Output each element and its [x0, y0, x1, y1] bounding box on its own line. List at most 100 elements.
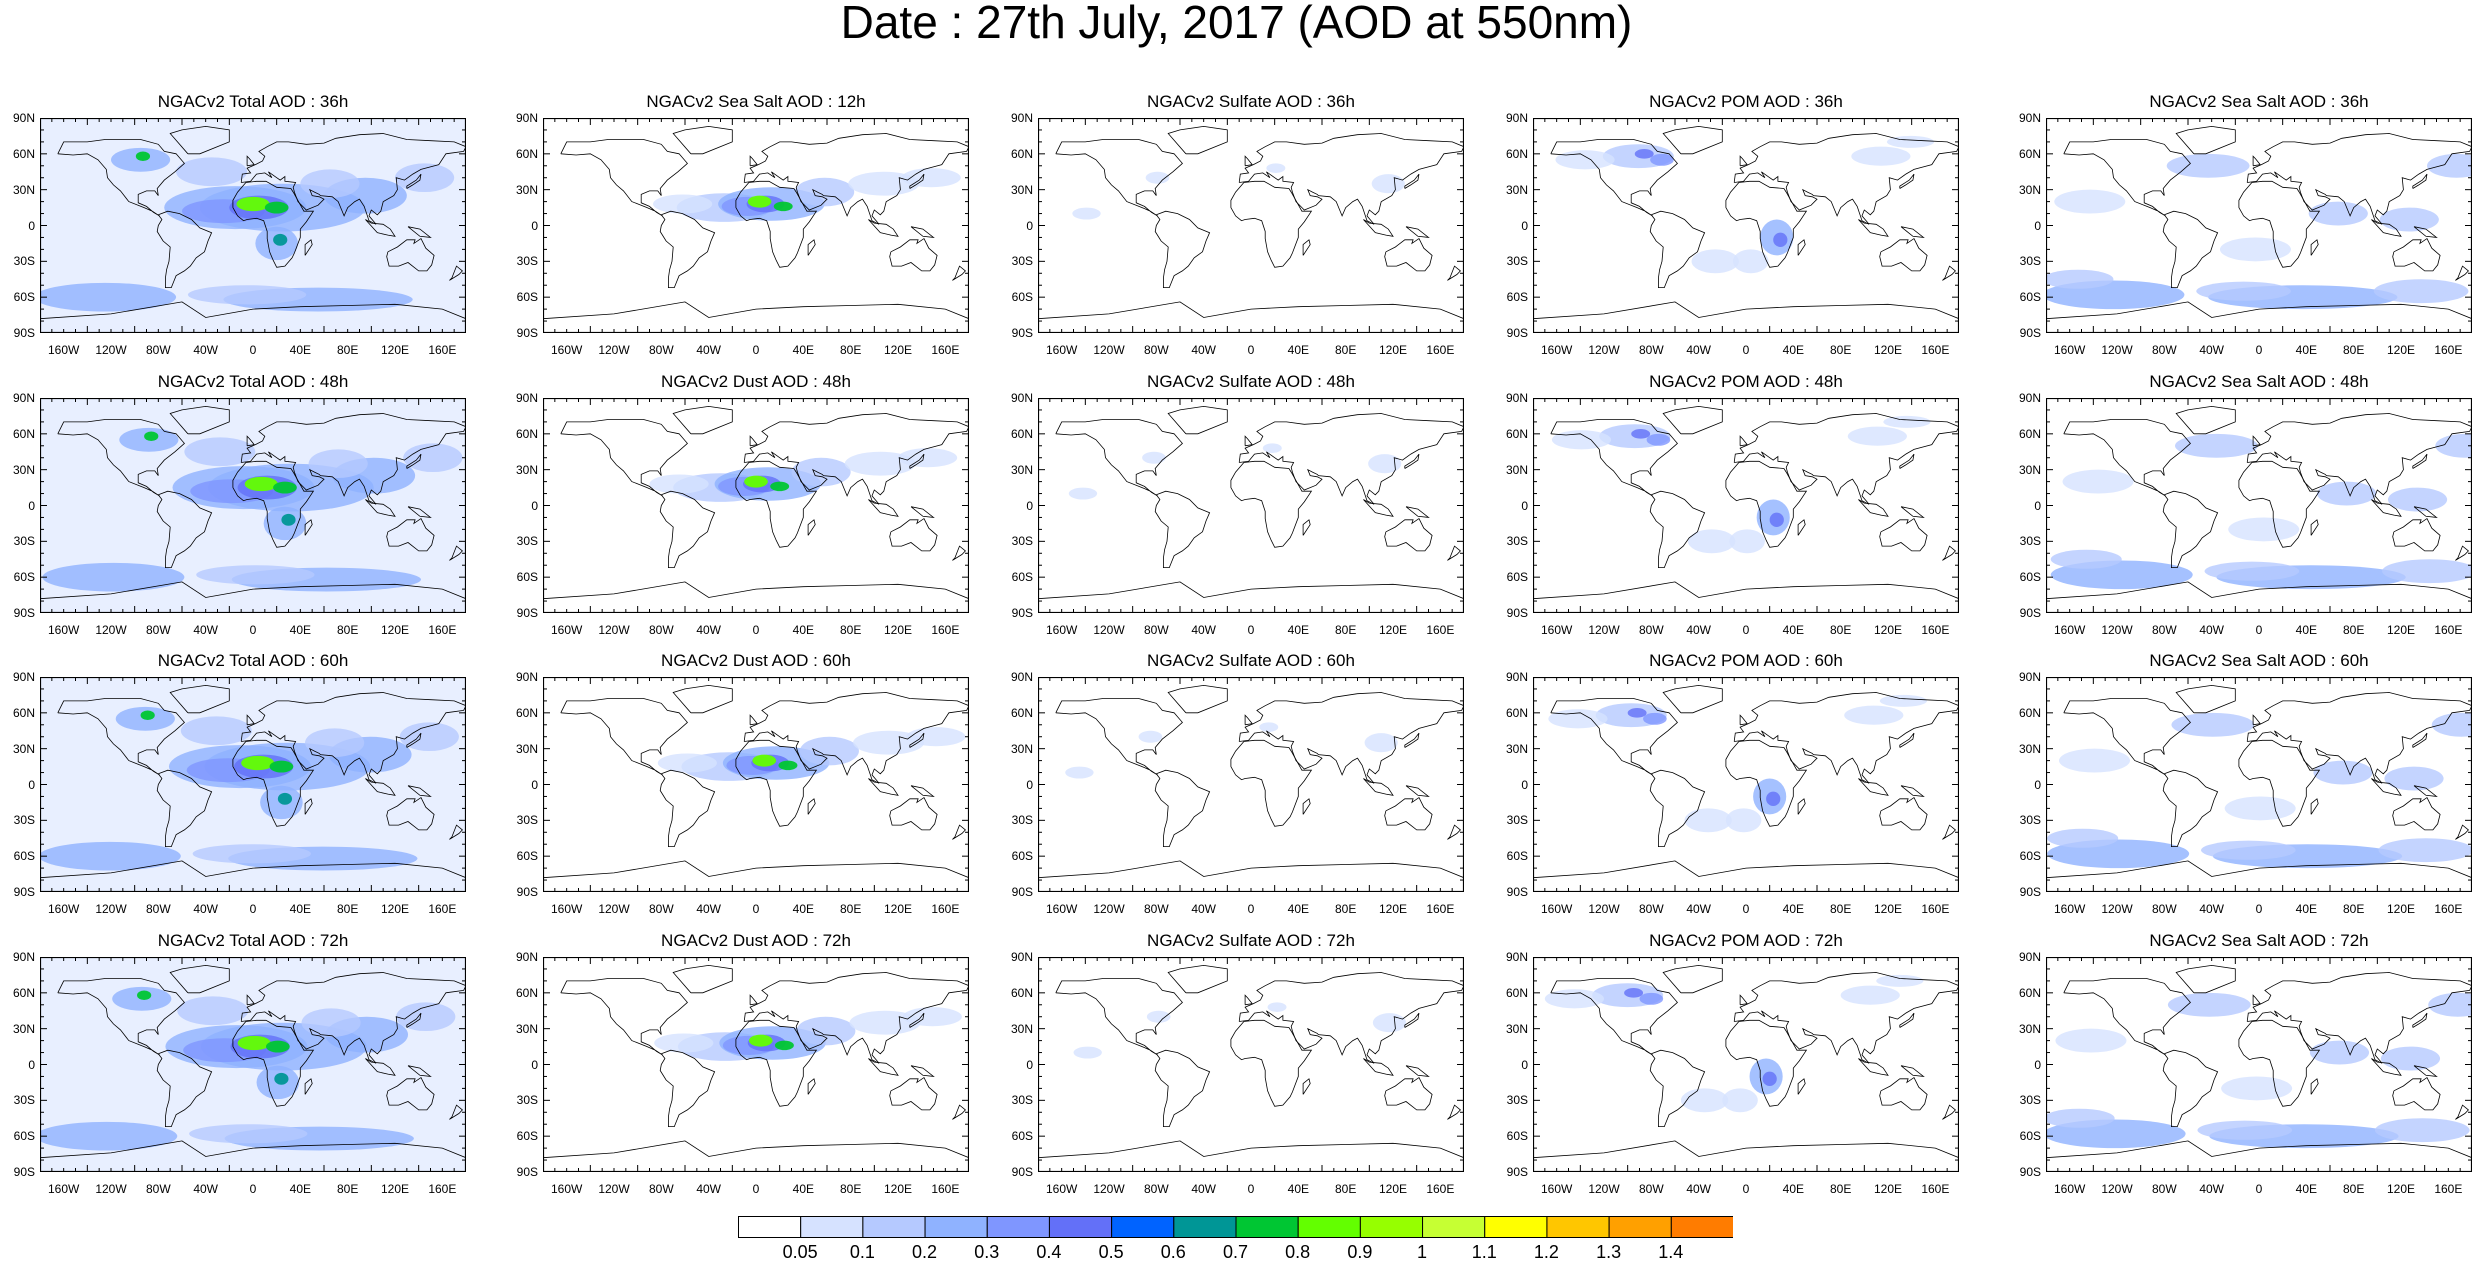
coastlines	[1038, 405, 1464, 600]
aod-blob	[2373, 279, 2469, 304]
lat-tick-label: 90N	[2018, 950, 2041, 964]
aod-blob	[2050, 549, 2122, 569]
lon-tick-label: 80W	[1638, 343, 1664, 357]
lon-tick-label: 120W	[2101, 623, 2133, 637]
lat-tick-label: 60S	[1011, 570, 1033, 585]
aod-blob	[2174, 433, 2258, 458]
lat-tick-label: 90N	[1505, 111, 1528, 125]
aod-blob	[653, 194, 713, 214]
lat-tick-label: 90S	[2019, 885, 2041, 899]
lat-tick-label: 90S	[2019, 1165, 2041, 1179]
aod-blob	[273, 481, 297, 494]
lat-tick-label: 30N	[515, 741, 538, 756]
lon-tick-label: 80W	[2151, 623, 2177, 637]
lon-tick-label: 160E	[428, 1182, 457, 1196]
coastlines	[2046, 964, 2472, 1159]
aod-blob	[1634, 149, 1654, 159]
coastlines	[1038, 964, 1464, 1159]
aod-blob	[2313, 760, 2373, 785]
aod-map	[40, 957, 466, 1172]
coastlines	[40, 684, 466, 879]
map-panel-dust: NGACv2 Dust AOD : 72h 90N 60N 30N 0 30S 60S 90S…	[516, 931, 969, 1196]
lat-tick-label: 30N	[12, 741, 35, 756]
lat-tick-label: 90S	[1011, 885, 1033, 899]
lon-tick-label: 120W	[1588, 1182, 1620, 1196]
colorbar-box	[800, 1216, 864, 1238]
lon-tick-label: 40W	[696, 623, 721, 637]
aod-blob	[1262, 443, 1282, 453]
aod-blob	[137, 990, 152, 1000]
lon-tick-label: 160W	[47, 902, 80, 916]
lon-tick-label: 160W	[47, 623, 80, 637]
lat-tick-label: 60S	[13, 849, 35, 864]
aod-blob	[2435, 433, 2472, 458]
aod-blob	[2384, 766, 2444, 791]
map-panel-dust: NGACv2 Sea Salt AOD : 12h 90N 60N 30N 0 30S 60…	[516, 92, 969, 357]
lat-tick-label: 60N	[515, 426, 538, 441]
lat-tick-label: 0	[531, 498, 538, 513]
aod-blob	[1371, 174, 1405, 194]
lon-tick-label: 120W	[598, 343, 630, 357]
lon-tick-label: 80W	[145, 343, 171, 357]
map-panel-sulfate: NGACv2 Sulfate AOD : 72h 90N 60N 30N 0 30S 60S…	[1011, 931, 1464, 1196]
aod-blob	[1138, 730, 1163, 743]
lat-tick-label: 0	[1521, 218, 1528, 233]
aod-blob	[241, 755, 275, 771]
panel-title: NGACv2 Sulfate AOD : 36h	[1147, 92, 1355, 111]
lat-tick-label: 60S	[1011, 290, 1033, 305]
lon-tick-label: 160E	[2434, 623, 2463, 637]
colorbar-box	[1608, 1216, 1672, 1238]
aod-blob	[1840, 985, 1900, 1005]
coastlines	[1533, 964, 1959, 1159]
map-panel-dust: NGACv2 Dust AOD : 48h 90N 60N 30N 0 30S 60S 90S…	[516, 372, 969, 637]
aod-blob	[196, 565, 315, 585]
axis-ticks	[1038, 677, 1464, 892]
lon-tick-label: 80E	[336, 623, 359, 637]
aod-blob	[1646, 433, 1671, 446]
lon-tick-label: 120W	[95, 1182, 127, 1196]
lon-tick-label: 120E	[1378, 343, 1408, 357]
map-panel-pom: NGACv2 POM AOD : 36h 90N 60N 30N 0 30S 60S 90S 1…	[1506, 92, 1959, 357]
lon-tick-label: 120E	[1873, 343, 1903, 357]
coastlines	[543, 964, 969, 1159]
lon-tick-label: 160E	[931, 623, 960, 637]
lat-tick-label: 30N	[12, 1021, 35, 1036]
map-panel-total: NGACv2 Total AOD : 36h 90N 60N 30N 0 30S 60S 90…	[13, 92, 466, 357]
lon-tick-label: 0	[1742, 1182, 1750, 1196]
lon-tick-label: 40E	[1782, 343, 1804, 357]
lon-tick-label: 0	[752, 902, 760, 916]
colorbar-tick-label: 1.1	[1471, 1242, 1497, 1262]
lat-tick-label: 30N	[515, 1021, 538, 1036]
lat-tick-label: 30S	[516, 1093, 538, 1108]
lat-tick-label: 90N	[2018, 670, 2041, 684]
aod-blob	[1650, 153, 1674, 166]
lat-tick-label: 0	[531, 777, 538, 792]
aod-blob	[1072, 207, 1101, 220]
lon-tick-label: 80W	[145, 623, 171, 637]
aod-blob	[1145, 171, 1170, 184]
coastlines	[1038, 125, 1464, 320]
colorbar-tick-label: 1.3	[1596, 1242, 1622, 1262]
aod-blob	[2196, 281, 2291, 301]
lat-tick-label: 60S	[13, 1129, 35, 1144]
lon-tick-label: 80W	[2151, 1182, 2177, 1196]
aod-colorbar	[738, 1216, 1733, 1238]
lat-tick-label: 60N	[2018, 426, 2041, 441]
axis-ticks	[543, 118, 969, 333]
lon-tick-label: 0	[1247, 1182, 1255, 1196]
aod-blob	[264, 201, 289, 214]
map-panel-sulfate: NGACv2 Sulfate AOD : 60h 90N 60N 30N 0 30S 60S…	[1011, 651, 1464, 916]
lon-tick-label: 40E	[289, 343, 311, 357]
aod-map	[2046, 677, 2472, 892]
colorbar-tick-label: 0.4	[1036, 1242, 1062, 1262]
panel-title: NGACv2 Dust AOD : 60h	[661, 651, 851, 670]
aod-blob	[1883, 415, 1931, 428]
lon-tick-label: 80W	[648, 343, 674, 357]
lon-tick-label: 120E	[2386, 1182, 2416, 1196]
lon-tick-label: 40W	[2199, 623, 2224, 637]
lat-tick-label: 30N	[2018, 182, 2041, 197]
aod-field	[1073, 1002, 1407, 1059]
colorbar-box	[1422, 1216, 1486, 1238]
map-frame	[1533, 398, 1959, 613]
aod-blob	[848, 171, 920, 196]
